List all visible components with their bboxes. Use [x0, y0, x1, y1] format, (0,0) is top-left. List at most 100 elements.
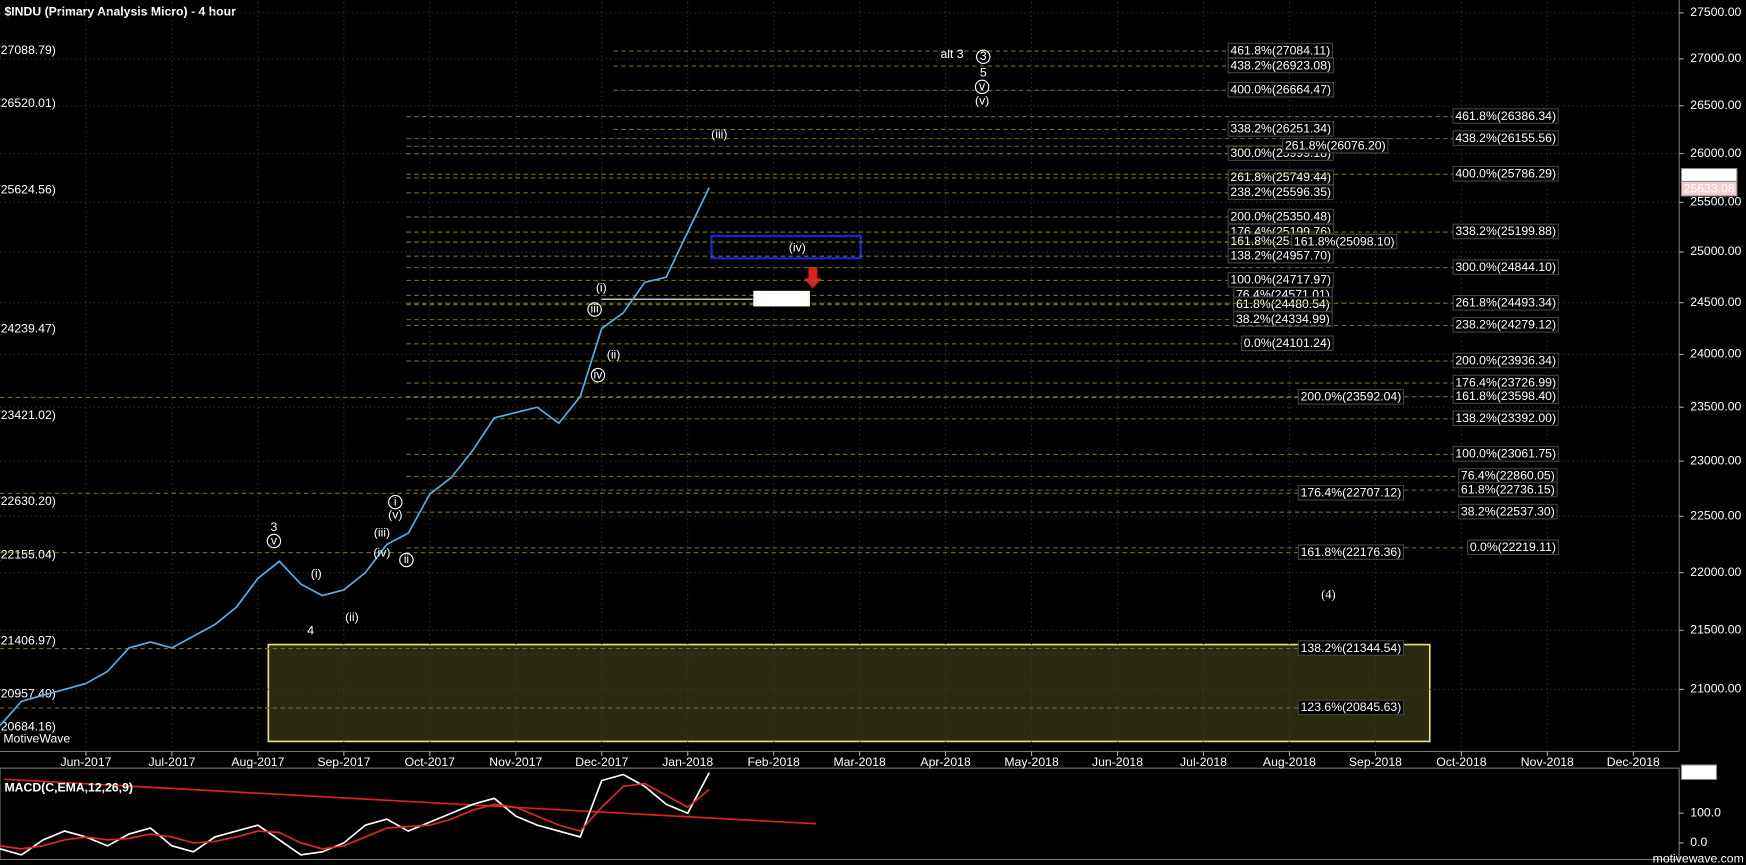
- chart-title: $INDU (Primary Analysis Micro) - 4 hour: [4, 4, 236, 18]
- wave-circle: [266, 533, 282, 549]
- price-tag: (22630.20): [0, 494, 56, 508]
- x-tick-label: Jan-2018: [662, 755, 713, 769]
- fib-label-box: [1452, 446, 1559, 462]
- wave-label: 3: [271, 520, 278, 534]
- x-tick-label: Mar-2018: [833, 755, 886, 769]
- x-tick-label: Nov-2018: [1521, 755, 1574, 769]
- wave-label: (v): [975, 94, 989, 108]
- fib-label-box: [1227, 81, 1334, 98]
- fib-label: 138.2%(23392.00): [1455, 411, 1556, 425]
- fib-label: 176.4%(23726.99): [1455, 375, 1556, 389]
- wave-label: (v): [388, 508, 402, 522]
- y-tick-label: 24500.00: [1690, 295, 1741, 309]
- fib-label-box: [1241, 335, 1334, 352]
- y-tick-label: 26500.00: [1690, 98, 1741, 112]
- wave-label: v: [271, 533, 278, 547]
- fib-label: 138.2%(21344.54): [1301, 641, 1402, 655]
- fib-label: 261.8%(24493.34): [1455, 296, 1556, 310]
- fib-label: 61.8%(22736.15): [1461, 482, 1555, 496]
- fib-label: 161.8%(25098.10): [1294, 234, 1395, 248]
- watermark: MotiveWave: [3, 731, 70, 745]
- fib-label: 461.8%(27084.11): [1230, 43, 1330, 57]
- fib-label: 200.0%(23936.34): [1455, 353, 1556, 367]
- fib-label-box: [1233, 311, 1333, 327]
- fib-label: 261.8%(26076.20): [1285, 138, 1386, 152]
- wave-circle: [587, 302, 602, 317]
- fib-label: 338.2%(26251.34): [1230, 122, 1331, 136]
- fib-label-box: [1297, 544, 1405, 560]
- fib-label: 261.8%(25749.44): [1230, 170, 1331, 184]
- wave-circle: [590, 367, 606, 383]
- wave-circle: [974, 79, 990, 95]
- fib-label-box: [1227, 184, 1334, 201]
- fib-label-box: [1291, 233, 1398, 250]
- fib-label-box: [1452, 317, 1559, 333]
- x-tick-label: Aug-2018: [1263, 755, 1316, 769]
- fib-label: 461.8%(26386.34): [1455, 109, 1556, 123]
- x-tick-label: Jun-2018: [1092, 755, 1143, 769]
- fib-label-box: [1227, 57, 1334, 74]
- fib-label: 38.2%(24334.99): [1236, 312, 1330, 326]
- fib-label: 0.0%(24101.24): [1244, 336, 1331, 350]
- fib-label: 76.4%(22860.05): [1461, 469, 1555, 483]
- x-tick-label: Nov-2017: [489, 755, 542, 769]
- price-tag: (27088.79): [0, 43, 56, 57]
- wave-label: alt 3: [940, 47, 963, 61]
- wave-iv-zone: [710, 234, 862, 260]
- wave-label: 4: [307, 623, 314, 637]
- fib-label: 438.2%(26155.56): [1455, 131, 1556, 145]
- y-tick-label: 22000.00: [1690, 565, 1741, 579]
- wave-label: i: [394, 494, 397, 508]
- fib-label: 200.0%(23592.04): [1301, 390, 1402, 404]
- fib-label-box: [1467, 539, 1559, 556]
- wave-label: (i): [596, 281, 607, 295]
- y-tick-label: 26000.00: [1690, 146, 1741, 160]
- footer-watermark: motivewave.com: [1653, 852, 1744, 865]
- fib-label: 238.2%(24279.12): [1455, 318, 1556, 332]
- macd-trend-line: [4, 778, 817, 825]
- macd-y-tick-label: 100.0: [1690, 805, 1721, 819]
- target-zone: [267, 643, 1431, 743]
- x-tick-label: Oct-2018: [1436, 755, 1487, 769]
- y-tick-label: 22500.00: [1690, 509, 1741, 523]
- fib-label-box: [1227, 121, 1334, 137]
- fib-label: 400.0%(26664.47): [1230, 83, 1331, 97]
- fib-label: 300.0%(24844.10): [1455, 260, 1556, 274]
- fib-label: 100.0%(23061.75): [1455, 447, 1556, 461]
- fib-label-box: [1452, 223, 1559, 240]
- x-tick-label: Jun-2017: [60, 755, 111, 769]
- wave-label: iv: [594, 367, 604, 381]
- price-tag: (23421.02): [0, 408, 56, 422]
- wave-label: (iii): [374, 525, 390, 539]
- price-tag: (26520.01): [0, 96, 56, 110]
- y-tick-label: 21500.00: [1690, 623, 1741, 637]
- wave-label: (ii): [607, 347, 621, 361]
- price-tag: (20684.16): [0, 720, 56, 734]
- wave-label: (i): [311, 567, 322, 581]
- fib-label-box: [1452, 410, 1559, 427]
- wave-label: 5: [980, 66, 987, 80]
- price-line: [0, 187, 710, 727]
- wave-circle: [976, 49, 991, 65]
- fib-label-box: [1227, 247, 1334, 264]
- price-tag: (22155.04): [0, 547, 56, 561]
- y-tick-label: 27000.00: [1690, 51, 1741, 65]
- x-tick-label: Sep-2018: [1349, 755, 1402, 769]
- fib-label-box: [1282, 137, 1389, 154]
- fib-label: 176.4%(22707.12): [1301, 486, 1402, 500]
- x-tick-label: Dec-2018: [1607, 755, 1660, 769]
- macd-line: [0, 782, 710, 850]
- fib-label-box: [1452, 295, 1559, 311]
- wave-label: iii: [591, 302, 599, 316]
- wave-label: (iii): [711, 127, 727, 141]
- fib-label-box: [1452, 259, 1559, 275]
- x-tick-label: Dec-2017: [575, 755, 628, 769]
- price-tag: (20957.49): [0, 687, 56, 701]
- wave-label: (iv): [789, 240, 806, 254]
- fib-label-box: [1458, 481, 1558, 498]
- down-arrow: [803, 267, 822, 289]
- fib-label: 138.2%(24957.70): [1230, 248, 1331, 262]
- x-tick-label: May-2018: [1004, 755, 1059, 769]
